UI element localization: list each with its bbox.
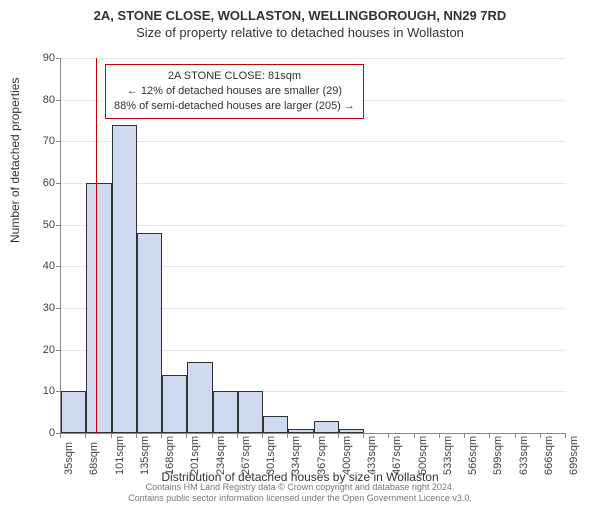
footer-line-1: Contains HM Land Registry data © Crown c… bbox=[0, 482, 600, 493]
histogram-bar bbox=[86, 183, 111, 433]
histogram-bar bbox=[314, 421, 339, 434]
xtick-mark bbox=[464, 433, 465, 438]
histogram-bar bbox=[187, 362, 212, 433]
xtick-mark bbox=[60, 433, 61, 438]
page-title-address: 2A, STONE CLOSE, WOLLASTON, WELLINGBOROU… bbox=[0, 8, 600, 23]
ytick-label: 10 bbox=[25, 385, 55, 397]
xtick-mark bbox=[111, 433, 112, 438]
ytick-mark bbox=[56, 225, 61, 226]
histogram-bar bbox=[238, 391, 263, 433]
ytick-label: 30 bbox=[25, 302, 55, 314]
info-line-3: 88% of semi-detached houses are larger (… bbox=[114, 99, 355, 114]
xtick-mark bbox=[338, 433, 339, 438]
ytick-label: 20 bbox=[25, 344, 55, 356]
xtick-mark bbox=[212, 433, 213, 438]
ytick-mark bbox=[56, 183, 61, 184]
ytick-label: 60 bbox=[25, 177, 55, 189]
ytick-label: 0 bbox=[25, 427, 55, 439]
marker-line bbox=[96, 58, 97, 433]
gridline bbox=[61, 225, 566, 226]
gridline bbox=[61, 141, 566, 142]
ytick-label: 80 bbox=[25, 94, 55, 106]
histogram-bar bbox=[112, 125, 137, 433]
ytick-mark bbox=[56, 308, 61, 309]
ytick-label: 40 bbox=[25, 260, 55, 272]
xtick-mark bbox=[313, 433, 314, 438]
xtick-mark bbox=[85, 433, 86, 438]
ytick-label: 50 bbox=[25, 219, 55, 231]
y-axis-title: Number of detached properties bbox=[8, 78, 22, 243]
gridline bbox=[61, 58, 566, 59]
histogram-bar bbox=[339, 429, 364, 433]
ytick-mark bbox=[56, 58, 61, 59]
info-box: 2A STONE CLOSE: 81sqm ← 12% of detached … bbox=[105, 64, 364, 119]
ytick-mark bbox=[56, 350, 61, 351]
xtick-mark bbox=[515, 433, 516, 438]
info-line-1: 2A STONE CLOSE: 81sqm bbox=[114, 69, 355, 84]
ytick-mark bbox=[56, 100, 61, 101]
ytick-mark bbox=[56, 141, 61, 142]
histogram-bar bbox=[137, 233, 162, 433]
xtick-mark bbox=[186, 433, 187, 438]
footer-line-2: Contains public sector information licen… bbox=[0, 493, 600, 504]
xtick-mark bbox=[262, 433, 263, 438]
xtick-mark bbox=[237, 433, 238, 438]
footer-attribution: Contains HM Land Registry data © Crown c… bbox=[0, 482, 600, 504]
histogram-bar bbox=[263, 416, 288, 433]
xtick-mark bbox=[489, 433, 490, 438]
chart-area: 2A STONE CLOSE: 81sqm ← 12% of detached … bbox=[60, 58, 565, 433]
xtick-mark bbox=[388, 433, 389, 438]
ytick-label: 90 bbox=[25, 52, 55, 64]
xtick-mark bbox=[414, 433, 415, 438]
histogram-bar bbox=[213, 391, 238, 433]
histogram-bar bbox=[162, 375, 187, 433]
page-title-sub: Size of property relative to detached ho… bbox=[0, 25, 600, 40]
ytick-mark bbox=[56, 266, 61, 267]
info-line-2: ← 12% of detached houses are smaller (29… bbox=[114, 84, 355, 99]
xtick-mark bbox=[540, 433, 541, 438]
histogram-bar bbox=[288, 429, 313, 433]
xtick-mark bbox=[439, 433, 440, 438]
xtick-mark bbox=[161, 433, 162, 438]
xtick-mark bbox=[363, 433, 364, 438]
xtick-mark bbox=[136, 433, 137, 438]
gridline bbox=[61, 183, 566, 184]
xtick-mark bbox=[287, 433, 288, 438]
histogram-bar bbox=[61, 391, 86, 433]
xtick-mark bbox=[565, 433, 566, 438]
ytick-label: 70 bbox=[25, 135, 55, 147]
